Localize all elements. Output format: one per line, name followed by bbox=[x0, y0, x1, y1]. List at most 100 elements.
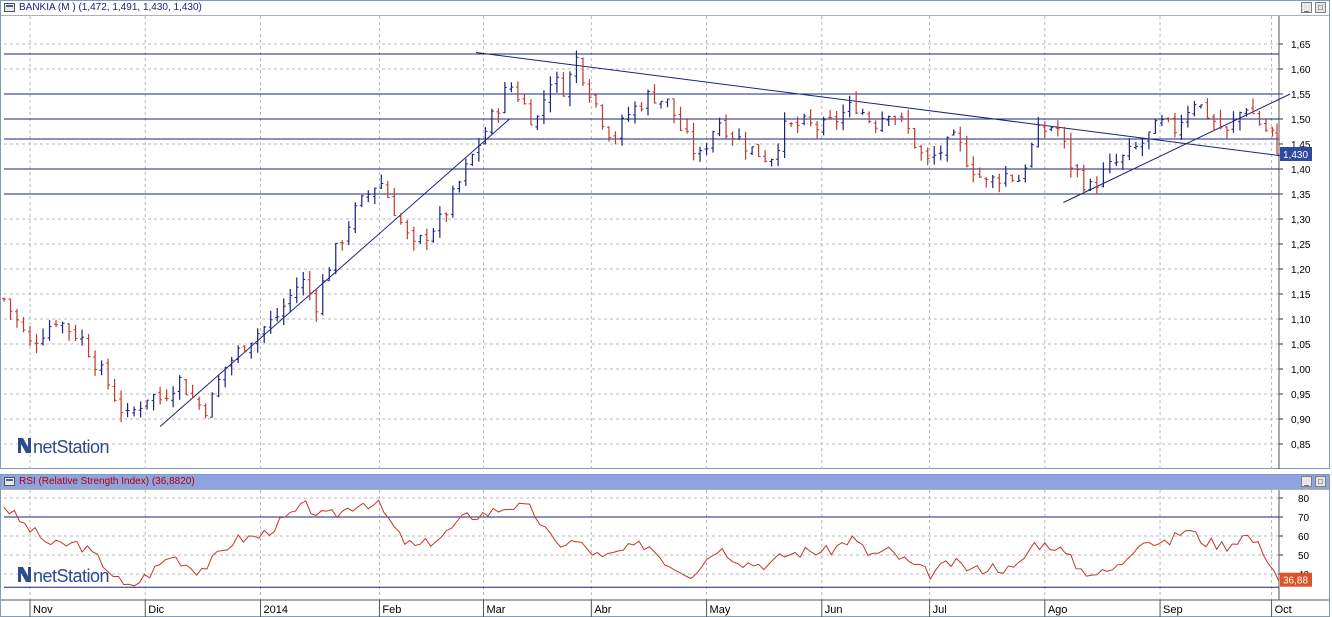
ohlc-bar bbox=[606, 126, 611, 142]
restore-button[interactable]: □ bbox=[1315, 476, 1326, 487]
price-tick-label: 0,95 bbox=[1291, 390, 1311, 401]
ohlc-bar bbox=[418, 234, 423, 244]
ohlc-bar bbox=[945, 136, 950, 162]
ohlc-bar bbox=[509, 82, 514, 93]
ohlc-bar bbox=[652, 84, 657, 104]
rsi-chart: 807060504036,88netStationNovDic2014FebMa… bbox=[1, 490, 1329, 617]
ohlc-bar bbox=[906, 109, 911, 134]
ohlc-bar bbox=[379, 174, 384, 189]
ohlc-bar bbox=[802, 113, 807, 126]
rsi-title: RSI (Relative Strength Index) (36,8820) bbox=[19, 476, 195, 487]
ohlc-bar bbox=[567, 71, 572, 107]
ohlc-bar bbox=[1003, 166, 1008, 187]
ohlc-bar bbox=[1185, 105, 1190, 128]
ohlc-bar bbox=[60, 321, 65, 334]
ohlc-bar bbox=[1088, 178, 1093, 192]
ohlc-bar bbox=[1198, 104, 1203, 109]
ohlc-bar bbox=[8, 298, 13, 321]
ohlc-bar bbox=[678, 106, 683, 132]
ohlc-bar bbox=[177, 375, 182, 400]
ohlc-bar bbox=[515, 81, 520, 102]
minimize-button[interactable]: _ bbox=[1301, 476, 1312, 487]
ohlc-bar bbox=[938, 145, 943, 161]
ohlc-bar bbox=[437, 206, 442, 238]
ohlc-bar bbox=[1263, 118, 1268, 133]
ohlc-bar bbox=[990, 175, 995, 189]
ohlc-bar bbox=[893, 115, 898, 126]
rsi-line bbox=[3, 499, 1280, 587]
ohlc-bar bbox=[789, 122, 794, 127]
ohlc-bar bbox=[411, 226, 416, 251]
chart-icon bbox=[4, 477, 15, 486]
ohlc-bar bbox=[450, 185, 455, 218]
ohlc-bar bbox=[834, 111, 839, 130]
ohlc-bar bbox=[854, 91, 859, 115]
price-trendline bbox=[159, 118, 510, 427]
ohlc-bar bbox=[821, 116, 826, 136]
ohlc-bar bbox=[275, 308, 280, 322]
minimize-button[interactable]: _ bbox=[1301, 2, 1312, 13]
ohlc-bar bbox=[548, 76, 553, 113]
ohlc-bar bbox=[632, 101, 637, 124]
netstation-watermark: netStation bbox=[33, 437, 109, 457]
ohlc-bar bbox=[639, 101, 644, 112]
ohlc-bar bbox=[255, 328, 260, 353]
ohlc-bar bbox=[1023, 164, 1028, 183]
ohlc-bar bbox=[15, 308, 20, 328]
ohlc-bar bbox=[1029, 142, 1034, 168]
restore-button[interactable]: □ bbox=[1315, 2, 1326, 13]
price-tick-label: 1,25 bbox=[1291, 240, 1311, 251]
ohlc-bar bbox=[132, 406, 137, 417]
ohlc-bar bbox=[619, 114, 624, 146]
x-axis-label: Jul bbox=[933, 604, 947, 616]
ohlc-bar bbox=[646, 89, 651, 116]
price-tick-label: 0,90 bbox=[1291, 415, 1311, 426]
ohlc-bar bbox=[340, 240, 345, 251]
netstation-logo-icon bbox=[18, 567, 31, 582]
ohlc-bar bbox=[1146, 131, 1151, 150]
ohlc-bar bbox=[1218, 109, 1223, 129]
ohlc-bar bbox=[1107, 153, 1112, 174]
ohlc-bar bbox=[112, 378, 117, 402]
x-axis-label: Nov bbox=[33, 604, 53, 616]
ohlc-bar bbox=[730, 131, 735, 146]
ohlc-bar bbox=[880, 111, 885, 133]
ohlc-bar bbox=[210, 392, 215, 418]
ohlc-bar bbox=[808, 109, 813, 127]
ohlc-bar bbox=[158, 386, 163, 405]
ohlc-bar bbox=[457, 180, 462, 193]
ohlc-bar bbox=[951, 129, 956, 136]
ohlc-bar bbox=[372, 187, 377, 205]
ohlc-bar bbox=[1133, 141, 1138, 150]
ohlc-bar bbox=[307, 270, 312, 301]
price-tick-label: 0,85 bbox=[1291, 440, 1311, 451]
ohlc-bar bbox=[1010, 174, 1015, 183]
rsi-tick-label: 80 bbox=[1298, 494, 1310, 505]
ohlc-bar bbox=[1250, 98, 1255, 115]
rsi-title-bar: RSI (Relative Strength Index) (36,8820) … bbox=[1, 475, 1329, 490]
ohlc-bar bbox=[932, 146, 937, 165]
ohlc-bar bbox=[1231, 111, 1236, 133]
ohlc-bar bbox=[704, 143, 709, 155]
price-panel: BANKIA (M ) (1,472, 1,491, 1,430, 1,430)… bbox=[0, 0, 1330, 469]
ohlc-bar bbox=[203, 403, 208, 419]
ohlc-bar bbox=[392, 187, 397, 217]
ohlc-bar bbox=[867, 111, 872, 124]
price-tick-label: 1,35 bbox=[1291, 190, 1311, 201]
ohlc-bar bbox=[659, 100, 664, 109]
ohlc-bar bbox=[242, 345, 247, 353]
rsi-last-tag bbox=[1280, 572, 1312, 587]
price-tick-label: 1,60 bbox=[1291, 65, 1311, 76]
ohlc-bar bbox=[522, 94, 527, 105]
ohlc-bar bbox=[580, 57, 585, 87]
ohlc-bar bbox=[711, 130, 716, 153]
ohlc-bar bbox=[873, 120, 878, 134]
x-axis-label: Feb bbox=[382, 604, 401, 616]
netstation-logo-icon bbox=[18, 438, 31, 453]
ohlc-bar bbox=[1036, 116, 1041, 148]
price-tick-label: 1,50 bbox=[1291, 115, 1311, 126]
ohlc-bar bbox=[164, 389, 169, 402]
ohlc-bar bbox=[1172, 112, 1177, 138]
price-tick-label: 1,00 bbox=[1291, 365, 1311, 376]
ohlc-bar bbox=[977, 167, 982, 178]
